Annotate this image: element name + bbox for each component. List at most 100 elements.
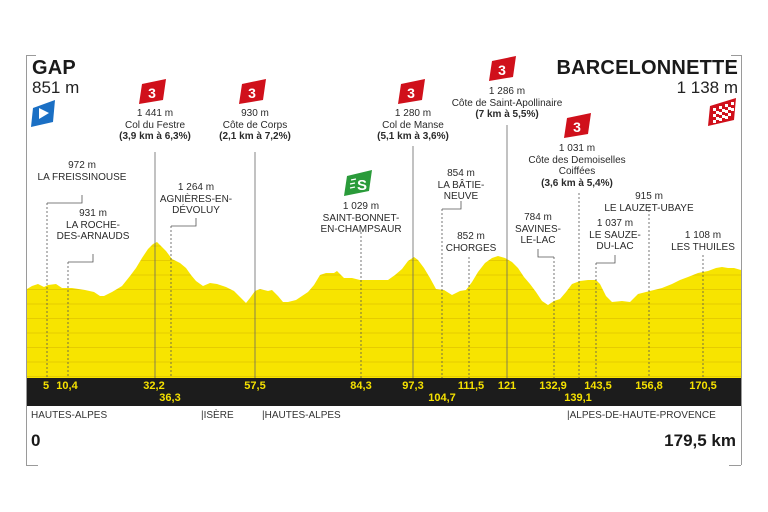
- climb-cat3-icon: 3: [398, 79, 425, 104]
- place-name: DES-ARNAUDS: [56, 231, 130, 242]
- km-marker: 121: [497, 380, 517, 392]
- climb-cat3-icon: 3: [239, 79, 266, 104]
- svg-text:3: 3: [498, 62, 506, 78]
- km-marker: 139,1: [564, 392, 592, 404]
- svg-text:3: 3: [573, 119, 581, 135]
- place-altitude: 1 037 m: [596, 218, 634, 229]
- km-marker: 143,5: [584, 380, 612, 392]
- frame-right: [741, 55, 742, 465]
- svg-text:3: 3: [248, 85, 256, 101]
- finish-town-name: BARCELONNETTE: [556, 57, 738, 79]
- place-name: LE SAUZE-: [589, 229, 641, 241]
- finish-town-altitude: 1 138 m: [676, 78, 738, 97]
- km-marker: 132,9: [539, 380, 567, 392]
- climb-name: Côte de Corps: [222, 119, 288, 131]
- place-name: LA FREISSINOUSE: [37, 171, 127, 183]
- climb-name: Col du Festre: [124, 119, 186, 131]
- climb-altitude: 1 031 m: [558, 143, 596, 154]
- km-marker: 84,3: [350, 380, 372, 392]
- place-label: 1 037 m LE SAUZE- DU-LAC: [589, 218, 641, 253]
- climb-altitude: 930 m: [241, 108, 269, 119]
- km-marker-bar: [27, 378, 741, 406]
- climb-altitude: 1 280 m: [394, 108, 432, 119]
- place-label: 972 m LA FREISSINOUSE: [38, 160, 127, 183]
- climb-detail: (2,1 km à 7,2%): [219, 131, 291, 142]
- region-label: |ALPES-DE-HAUTE-PROVENCE: [567, 410, 716, 421]
- sprint-label: 1 029 m SAINT-BONNET- EN-CHAMPSAUR: [320, 201, 401, 236]
- place-name: LE-LAC: [520, 235, 556, 246]
- start-town-name: GAP: [32, 57, 76, 79]
- climb-detail: (3,6 km à 5,4%): [541, 177, 613, 189]
- place-altitude: 784 m: [524, 212, 552, 223]
- climb-altitude: 1 441 m: [136, 108, 174, 119]
- region-label: |HAUTES-ALPES: [262, 410, 341, 421]
- sprint-altitude: 1 029 m: [342, 201, 380, 212]
- climb-label: 1 280 m Col de Manse (5,1 km à 3,6%): [377, 108, 449, 143]
- climb-label: 1 441 m Col du Festre (3,9 km à 6,3%): [119, 108, 191, 143]
- svg-text:S: S: [357, 177, 367, 194]
- start-flag-icon: [31, 100, 55, 127]
- climb-detail: (7 km à 5,5%): [475, 109, 539, 120]
- km-marker: 170,5: [689, 380, 717, 392]
- place-label: 1 108 m LES THUILES: [671, 230, 735, 253]
- climb-label: 930 m Côte de Corps (2,1 km à 7,2%): [219, 108, 291, 143]
- svg-text:3: 3: [148, 85, 156, 101]
- place-name: AGNIÈRES-EN-: [159, 193, 233, 205]
- marker-lines: [46, 125, 704, 378]
- climb-altitude: 1 286 m: [488, 86, 526, 97]
- place-name: LA ROCHE-: [66, 219, 120, 231]
- km-marker: 104,7: [428, 392, 456, 404]
- finish-checkered-flag-icon: [708, 98, 736, 126]
- place-label: 931 m LA ROCHE- DES-ARNAUDS: [57, 208, 130, 243]
- frame-corner: [729, 465, 741, 466]
- km-marker: 97,3: [402, 380, 424, 392]
- place-altitude: 854 m: [447, 168, 475, 179]
- km-marker: 57,5: [244, 380, 266, 392]
- km-marker: 5: [42, 380, 50, 392]
- climb-name: Côte de Saint-Apollinaire: [451, 97, 563, 109]
- climb-detail: (3,9 km à 6,3%): [119, 131, 191, 142]
- region-label: |ISÈRE: [201, 410, 234, 421]
- region-label: HAUTES-ALPES: [31, 410, 108, 421]
- climb-name: Côte des Demoiselles: [528, 154, 626, 166]
- climb-cat3-icon: 3: [139, 79, 166, 104]
- place-altitude: 1 108 m: [684, 230, 722, 241]
- climb-label: 1 031 m Côte des Demoiselles Coiffées (3…: [528, 143, 625, 189]
- km-marker: 36,3: [159, 392, 181, 404]
- frame-corner: [731, 55, 741, 56]
- place-name: LA BÂTIE-: [437, 179, 485, 191]
- finish-town: BARCELONNETTE 1 138 m: [557, 58, 739, 98]
- leader-lines: [47, 195, 616, 264]
- start-town: GAP 851 m: [32, 58, 79, 98]
- place-name: LES THUILES: [671, 241, 735, 253]
- place-name: CHORGES: [445, 242, 497, 254]
- km-marker: 10,4: [56, 380, 78, 392]
- climb-name: Col de Manse: [382, 119, 444, 131]
- place-altitude: 915 m: [635, 191, 663, 202]
- place-label: 784 m SAVINES- LE-LAC: [515, 212, 561, 247]
- sprint-name: SAINT-BONNET-: [322, 212, 400, 224]
- frame-left: [26, 55, 27, 465]
- km-marker: 32,2: [143, 380, 165, 392]
- svg-text:3: 3: [407, 85, 415, 101]
- sprint-icon: S: [344, 170, 372, 196]
- place-label: 915 m LE LAUZET-UBAYE: [604, 191, 693, 214]
- frame-corner: [26, 465, 38, 466]
- place-altitude: 852 m: [457, 231, 485, 242]
- place-label: 1 264 m AGNIÈRES-EN- DÉVOLUY: [160, 182, 232, 217]
- climb-label: 1 286 m Côte de Saint-Apollinaire (7 km …: [452, 86, 563, 121]
- distance-total: 179,5 km: [664, 431, 736, 450]
- place-name: SAVINES-: [515, 223, 561, 235]
- place-name: NEUVE: [443, 191, 479, 202]
- place-altitude: 972 m: [68, 160, 96, 171]
- distance-start: 0: [31, 431, 41, 450]
- frame-corner: [26, 55, 36, 56]
- climb-detail: (5,1 km à 3,6%): [377, 131, 449, 142]
- climb-cat3-icon: 3: [489, 56, 516, 81]
- place-label: 852 m CHORGES: [446, 231, 497, 254]
- elevation-profile: [27, 242, 741, 378]
- km-marker: 111,5: [457, 380, 485, 392]
- place-altitude: 931 m: [79, 208, 107, 219]
- km-marker: 156,8: [635, 380, 663, 392]
